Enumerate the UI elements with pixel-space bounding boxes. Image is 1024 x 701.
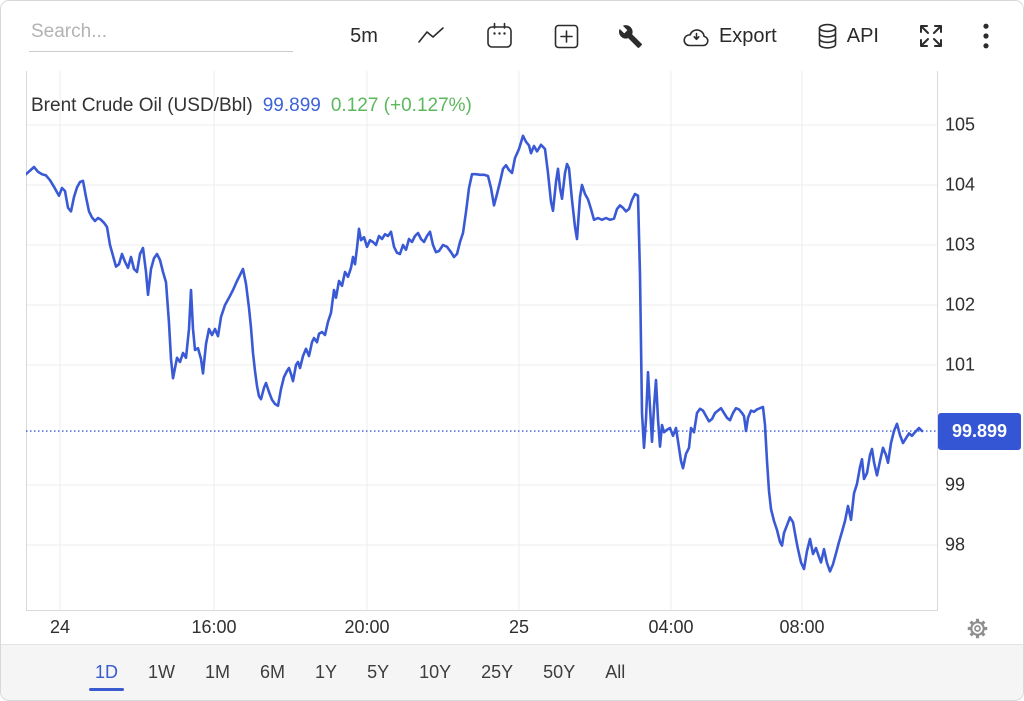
x-axis-label: 20:00 <box>344 617 390 637</box>
range-tab-50y[interactable]: 50Y <box>543 662 576 682</box>
x-axis-label: 04:00 <box>648 617 694 637</box>
price-change-text: 0.127 (+0.127%) <box>330 95 472 116</box>
gear-icon <box>967 618 988 639</box>
range-selector-bar: 1D 1W 1M 6M 1Y 5Y 10Y 25Y 50Y All <box>1 644 1023 700</box>
current-price-badge: 99.899 <box>938 412 1021 450</box>
kebab-menu-icon <box>983 23 989 49</box>
toolbar: 5m <box>1 1 1023 71</box>
search-input[interactable] <box>29 20 293 52</box>
range-tab-all[interactable]: All <box>605 662 626 682</box>
database-icon <box>818 23 837 49</box>
y-axis-label: 101 <box>945 354 976 375</box>
calendar-icon <box>487 22 512 48</box>
fullscreen-button[interactable] <box>917 22 945 50</box>
search-field-wrap <box>29 20 293 52</box>
interval-label: 5m <box>350 24 378 47</box>
instrument-name: Brent Crude Oil (USD/Bbl) <box>31 95 253 116</box>
more-options-button[interactable] <box>983 23 989 49</box>
y-axis-label: 99 <box>945 474 966 495</box>
export-label: Export <box>718 24 777 47</box>
range-tab-5y[interactable]: 5Y <box>367 662 390 682</box>
chart-area: Brent Crude Oil (USD/Bbl) 99.899 0.127 (… <box>1 71 1023 644</box>
range-tab-6m[interactable]: 6M <box>260 662 286 682</box>
chart-type-button[interactable] <box>416 25 446 47</box>
range-tab-1m[interactable]: 1M <box>205 662 231 682</box>
wrench-icon <box>618 24 642 48</box>
api-label: API <box>846 24 879 47</box>
y-axis-label: 103 <box>945 234 976 255</box>
axis-settings-button[interactable] <box>964 615 991 647</box>
line-chart-icon <box>418 27 444 43</box>
last-price-text: 99.899 <box>262 95 321 116</box>
x-axis-label: 08:00 <box>779 617 825 637</box>
y-axis-label: 98 <box>945 534 966 555</box>
y-axis-label: 102 <box>945 294 976 315</box>
date-range-button[interactable] <box>484 21 515 52</box>
settings-tools-button[interactable] <box>618 24 643 49</box>
y-axis-label: 105 <box>945 114 976 135</box>
range-tab-1w[interactable]: 1W <box>148 662 176 682</box>
toolbar-actions: 5m <box>350 21 989 52</box>
range-tab-1y[interactable]: 1Y <box>315 662 338 682</box>
interval-selector[interactable]: 5m <box>350 25 378 48</box>
price-chart-svg[interactable] <box>26 71 938 611</box>
expand-icon <box>920 25 942 47</box>
x-axis-label: 24 <box>49 617 71 637</box>
range-tab-25y[interactable]: 25Y <box>481 662 514 682</box>
x-axis-label: 25 <box>508 617 530 637</box>
x-axis-label: 16:00 <box>191 617 237 637</box>
chart-header: Brent Crude Oil (USD/Bbl) 99.899 0.127 (… <box>31 95 472 117</box>
range-tab-1d[interactable]: 1D <box>87 645 126 700</box>
export-button[interactable]: Export <box>681 25 777 48</box>
cloud-download-icon <box>683 28 709 46</box>
range-tab-10y[interactable]: 10Y <box>419 662 452 682</box>
api-button[interactable]: API <box>815 22 879 51</box>
plus-square-icon <box>554 24 579 48</box>
add-compare-button[interactable] <box>553 23 580 50</box>
y-axis-label: 104 <box>945 174 976 195</box>
